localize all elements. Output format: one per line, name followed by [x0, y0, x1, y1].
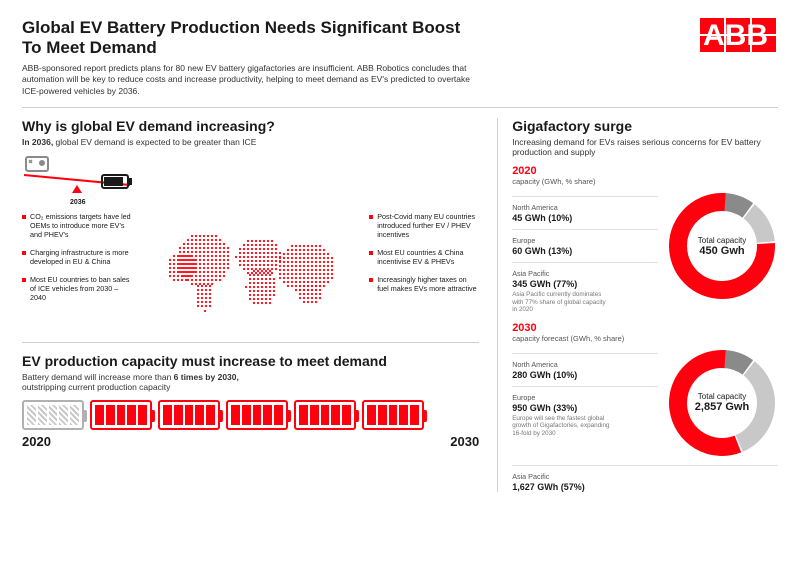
- block-2020: 2020 capacity (GWh, % share) North Ameri…: [512, 165, 778, 314]
- region-value: 60 GWh (13%): [512, 246, 658, 256]
- block-2030: 2030 capacity forecast (GWh, % share) No…: [512, 322, 778, 492]
- surge-subtitle: Increasing demand for EVs raises serious…: [512, 137, 778, 157]
- region-name: North America: [512, 203, 658, 212]
- balance-year: 2036: [70, 199, 479, 206]
- battery-years: 2020 2030: [22, 434, 479, 449]
- region-name: Asia Pacific: [512, 269, 658, 278]
- battery-icon: [90, 400, 152, 430]
- battery-icon: [226, 400, 288, 430]
- bullet: CO₂ emissions targets have led OEMs to i…: [22, 212, 132, 239]
- region-value: 45 GWh (10%): [512, 213, 658, 223]
- capacity-title: EV production capacity must increase to …: [22, 353, 479, 369]
- svg-text:ABB: ABB: [703, 19, 768, 52]
- bullet: Most EU countries & China incentivise EV…: [369, 248, 479, 266]
- bullet: Charging infrastructure is more develope…: [22, 248, 132, 266]
- year-start: 2020: [22, 434, 51, 449]
- bullet: Most EU countries to ban sales of ICE ve…: [22, 275, 132, 302]
- battery-row: [22, 400, 479, 430]
- region-value: 950 GWh (33%): [512, 403, 658, 413]
- world-map-icon: [ [30,20,55,55],[20,40,30,30],[48,70,20,…: [140, 212, 361, 332]
- abb-logo: ABB: [700, 18, 778, 55]
- region-name: North America: [512, 360, 658, 369]
- year-label: 2030: [512, 322, 778, 334]
- bullet: Post-Covid many EU countries introduced …: [369, 212, 479, 239]
- demand-subtitle: In 2036, global EV demand is expected to…: [22, 137, 479, 147]
- left-column: Why is global EV demand increasing? In 2…: [22, 118, 479, 492]
- header: Global EV Battery Production Needs Signi…: [22, 18, 778, 108]
- left-bullets: CO₂ emissions targets have led OEMs to i…: [22, 212, 132, 332]
- region-name: Europe: [512, 393, 658, 402]
- cap-label: capacity (GWh, % share): [512, 177, 778, 186]
- battery-icon: [362, 400, 424, 430]
- stats-2020: North America 45 GWh (10%) Europe 60 GWh…: [512, 190, 658, 314]
- battery-icon: [294, 400, 356, 430]
- surge-title: Gigafactory surge: [512, 118, 778, 134]
- main-columns: Why is global EV demand increasing? In 2…: [22, 118, 778, 492]
- stats-2030: North America 280 GWh (10%) Europe 950 G…: [512, 347, 658, 438]
- battery-icon: [22, 400, 84, 430]
- donut-center: Total capacity 450 Gwh: [666, 190, 778, 302]
- capacity-subtitle: Battery demand will increase more than 6…: [22, 372, 479, 392]
- header-text: Global EV Battery Production Needs Signi…: [22, 18, 482, 97]
- map-row: CO₂ emissions targets have led OEMs to i…: [22, 212, 479, 332]
- donut-center: Total capacity 2,857 Gwh: [666, 347, 778, 459]
- battery-icon: [158, 400, 220, 430]
- page-subtitle: ABB-sponsored report predicts plans for …: [22, 63, 482, 97]
- demand-title: Why is global EV demand increasing?: [22, 118, 479, 134]
- right-bullets: Post-Covid many EU countries introduced …: [369, 212, 479, 332]
- region-value: 345 GWh (77%): [512, 279, 658, 289]
- right-column: Gigafactory surge Increasing demand for …: [497, 118, 778, 492]
- demand-section: Why is global EV demand increasing? In 2…: [22, 118, 479, 343]
- year-end: 2030: [450, 434, 479, 449]
- page-title: Global EV Battery Production Needs Signi…: [22, 18, 482, 59]
- region-note: Europe will see the fastest global growt…: [512, 415, 612, 438]
- capacity-section: EV production capacity must increase to …: [22, 353, 479, 449]
- region-value: 280 GWh (10%): [512, 370, 658, 380]
- cap-label: capacity forecast (GWh, % share): [512, 334, 778, 343]
- region-name: Asia Pacific: [512, 472, 778, 481]
- donut-2020: Total capacity 450 Gwh: [666, 190, 778, 302]
- region-note: Asia Pacific currently dominates with 77…: [512, 291, 612, 314]
- year-label: 2020: [512, 165, 778, 177]
- balance-scale: [22, 155, 479, 195]
- donut-2030: Total capacity 2,857 Gwh: [666, 347, 778, 459]
- seesaw-icon: [22, 155, 132, 195]
- bullet: Increasingly higher taxes on fuel makes …: [369, 275, 479, 293]
- region-value: 1,627 GWh (57%): [512, 482, 778, 492]
- region-name: Europe: [512, 236, 658, 245]
